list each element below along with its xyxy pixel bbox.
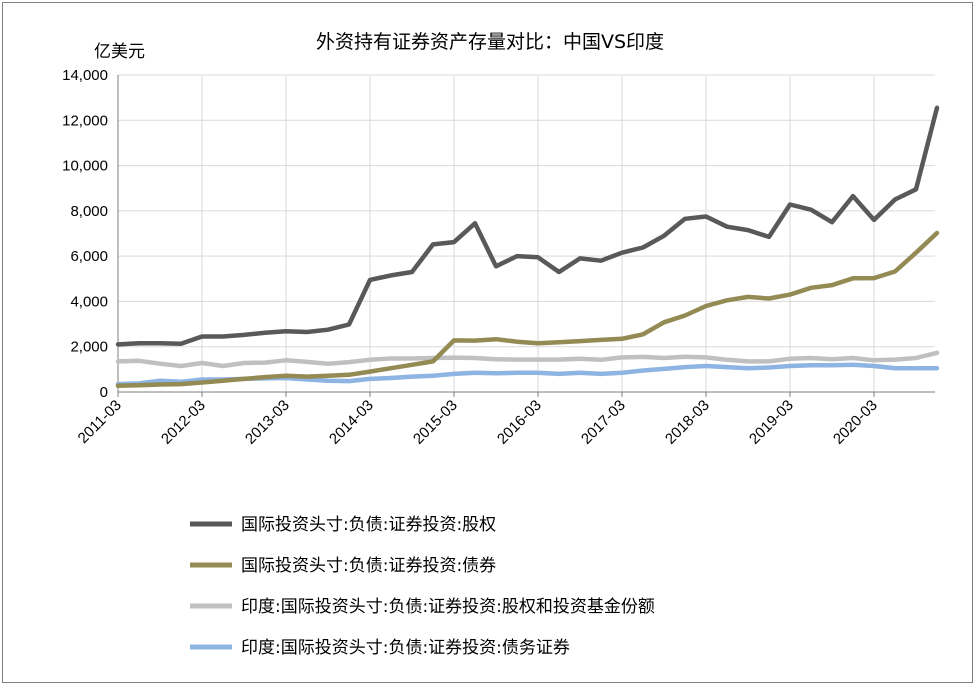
chart-title: 外资持有证券资产存量对比：中国VS印度 <box>316 31 664 53</box>
legend-label-2: 国际投资头寸:负债:证券投资:债券 <box>241 556 496 576</box>
y-tick-label: 6,000 <box>70 248 108 265</box>
x-tick-label: 2013-03 <box>242 397 293 448</box>
series-line-1 <box>115 105 940 347</box>
x-tick-labels: 2011-03 2012-03 2013-03 2014-03 2015-03 2016-… <box>75 397 881 448</box>
x-tick-label: 2014-03 <box>326 397 377 448</box>
y-tick-label: 4,000 <box>70 293 108 310</box>
y-tick-label: 8,000 <box>70 203 108 220</box>
x-tick-label: 2015-03 <box>410 397 461 448</box>
legend: 国际投资头寸:负债:证券投资:股权国际投资头寸:负债:证券投资:债券印度:国际投… <box>190 515 655 658</box>
y-tick-label: 12,000 <box>62 112 108 129</box>
axes <box>117 75 935 397</box>
legend-label-3: 印度:国际投资头寸:负债:证券投资:股权和投资基金份额 <box>241 597 655 617</box>
x-tick-label: 2019-03 <box>746 397 797 448</box>
x-tick-label: 2018-03 <box>662 397 713 448</box>
x-tick-label: 2020-03 <box>830 397 881 448</box>
x-tick-label: 2016-03 <box>494 397 545 448</box>
legend-label-4: 印度:国际投资头寸:负债:证券投资:债务证券 <box>241 638 570 658</box>
y-tick-label: 2,000 <box>70 339 108 356</box>
y-tick-label: 0 <box>100 384 108 401</box>
x-tick-label: 2012-03 <box>158 397 209 448</box>
series-line-3 <box>115 350 940 369</box>
y-tick-label: 10,000 <box>62 158 108 175</box>
x-tick-label: 2017-03 <box>578 397 629 448</box>
series-lines <box>115 105 940 388</box>
x-tick-label: 2011-03 <box>75 397 125 447</box>
y-tick-labels: 0 2,000 4,000 6,000 8,000 10,000 12,000 14,000 <box>62 67 108 401</box>
series-line-2 <box>115 230 940 388</box>
y-tick-label: 14,000 <box>62 67 108 84</box>
legend-label-1: 国际投资头寸:负债:证券投资:股权 <box>241 515 496 535</box>
grid-lines <box>118 74 935 392</box>
y-axis-unit-label: 亿美元 <box>94 42 145 62</box>
